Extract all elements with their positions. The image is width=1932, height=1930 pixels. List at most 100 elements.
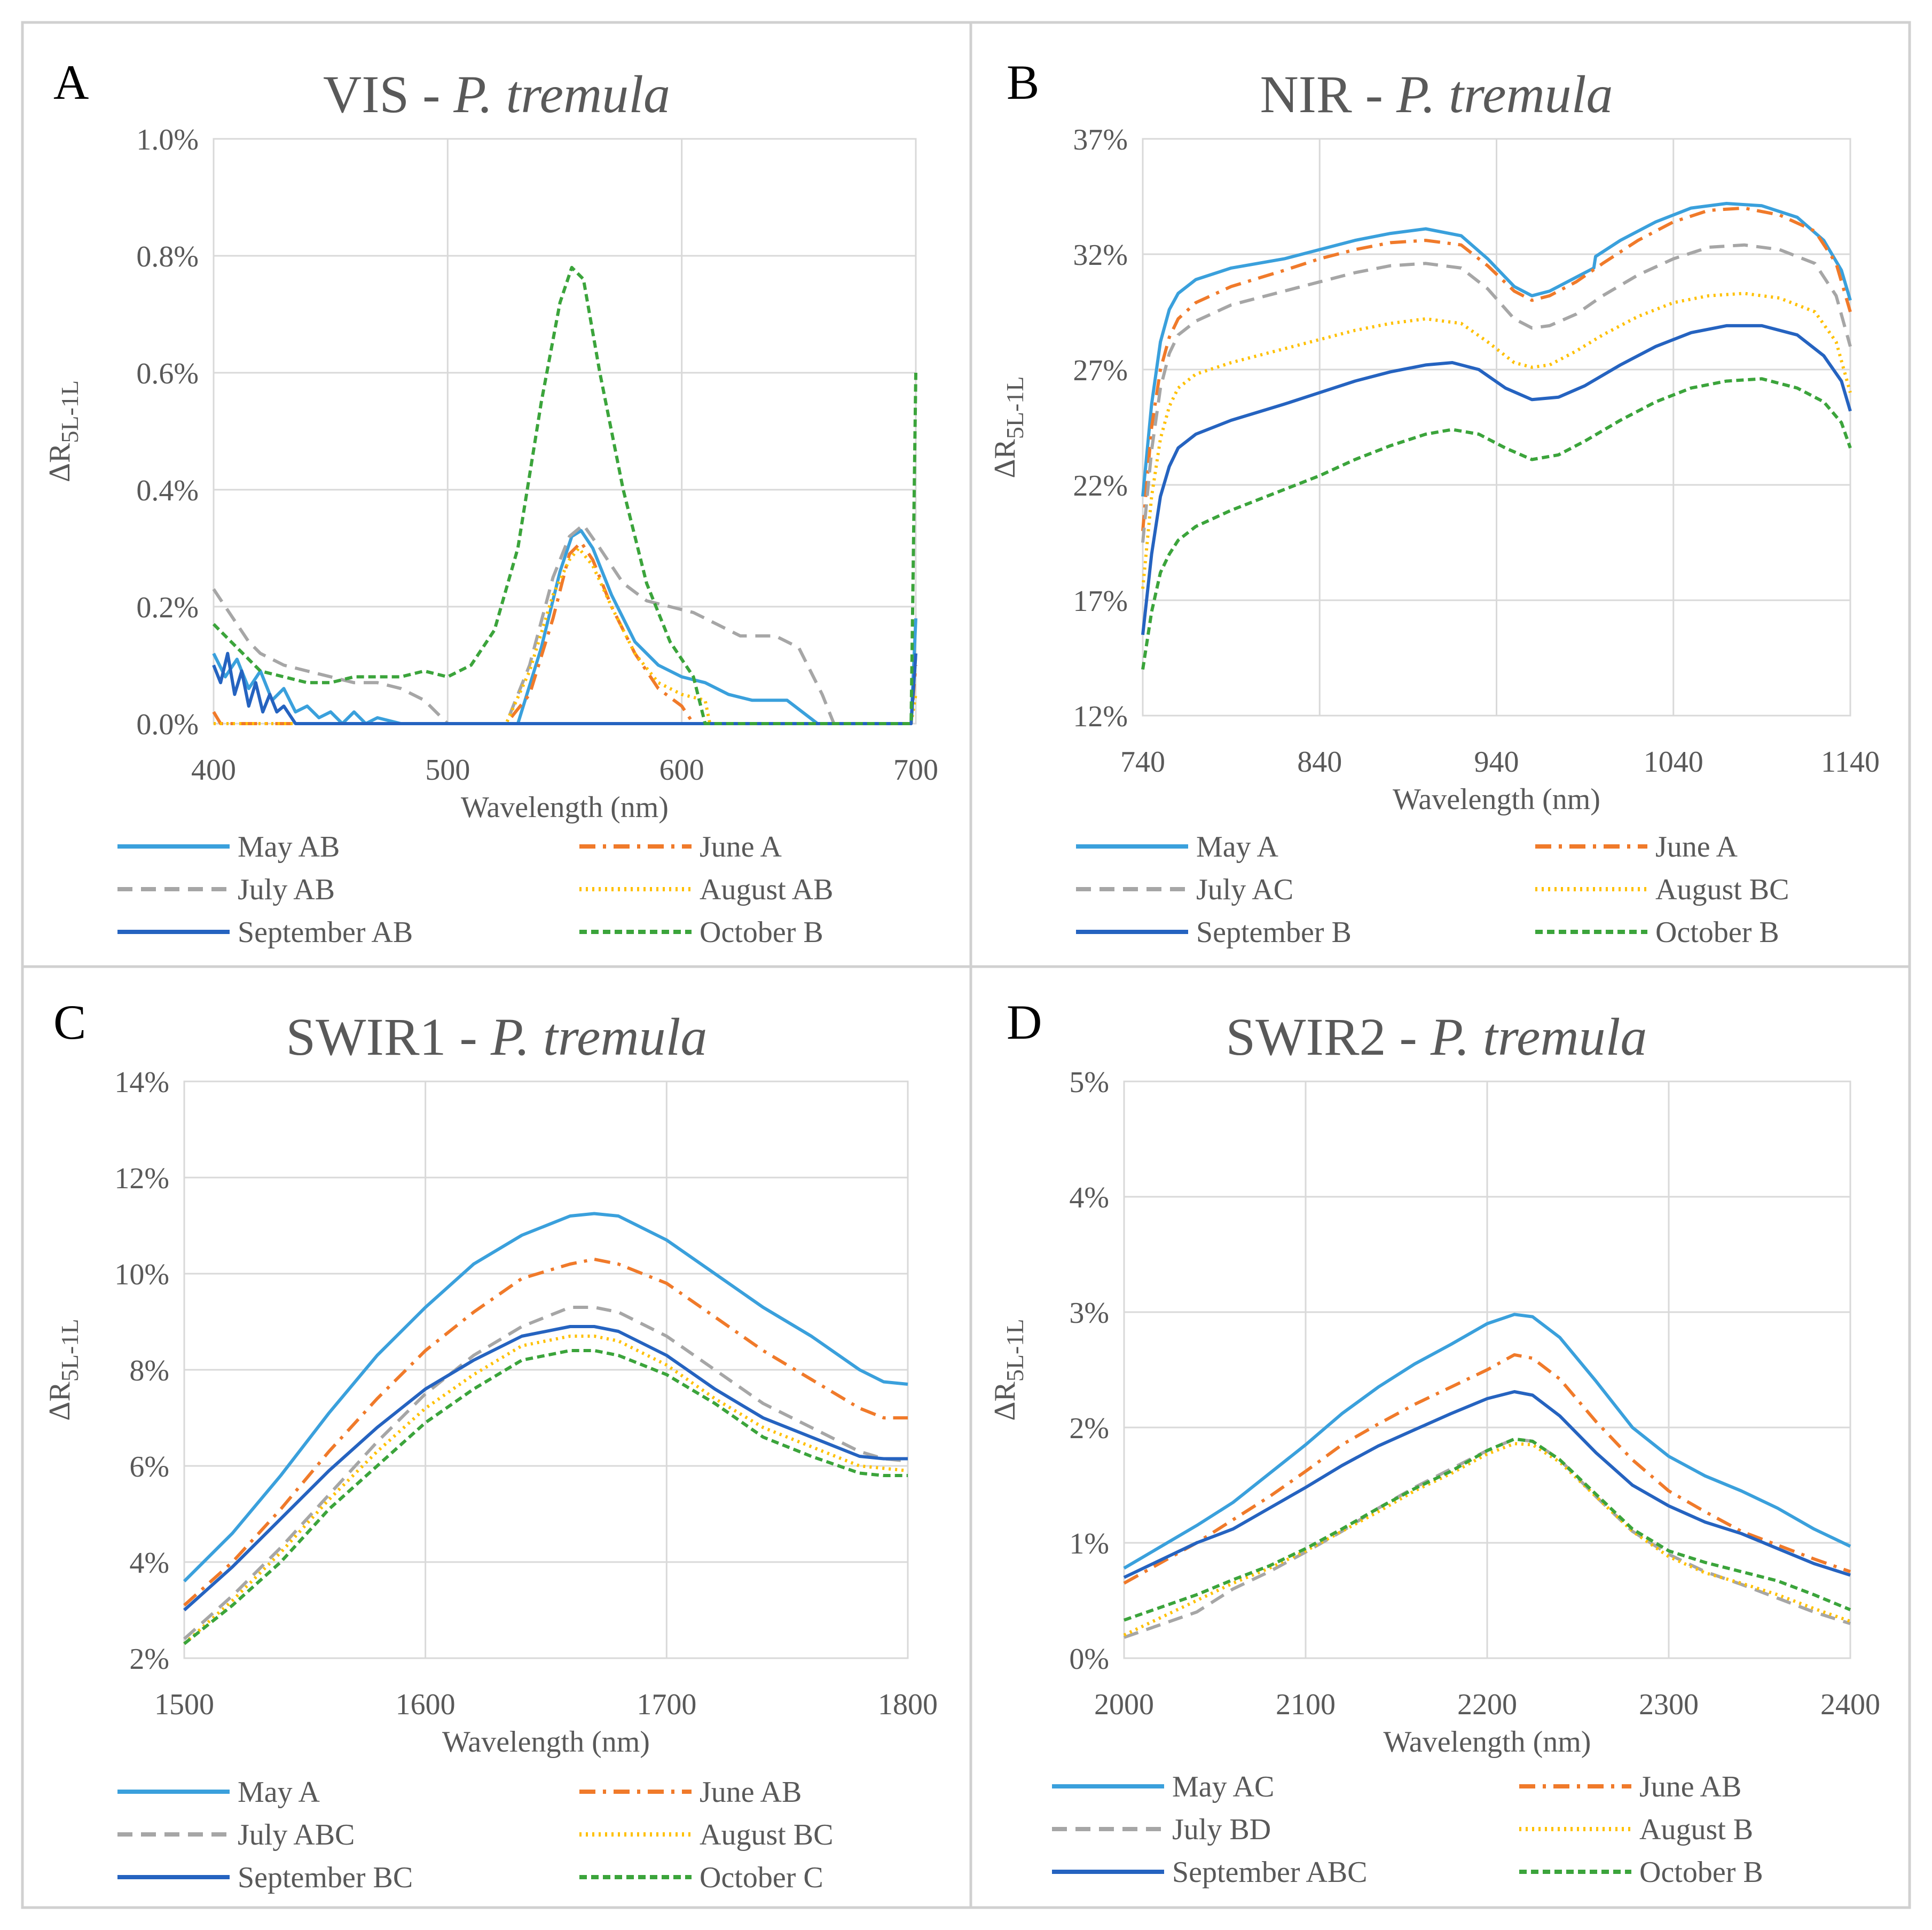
- y-tick-label: 6%: [129, 1450, 169, 1484]
- x-tick-label: 1140: [1821, 746, 1880, 779]
- series-line-august: [183, 1335, 908, 1645]
- panel-d: D SWIR2 - P. tremula 0% 1% 2% 3% 4% 5% 2000 2100 2…: [988, 995, 1880, 1889]
- y-tick-label: 37%: [1073, 123, 1128, 156]
- legend-label-september: September BC: [238, 1861, 413, 1894]
- chart-title: SWIR1 - P. tremula: [286, 1007, 708, 1066]
- series-line-may: [1123, 1313, 1851, 1570]
- legend-label-june: June A: [700, 830, 782, 864]
- legend-label-may: May A: [238, 1776, 320, 1809]
- y-axis-title-sub: 5L-1L: [56, 380, 83, 443]
- chart-title-species: P. tremula: [1430, 1007, 1647, 1066]
- y-tick-label: 2%: [129, 1643, 169, 1676]
- y-tick-label: 22%: [1073, 469, 1128, 503]
- x-axis-title: Wavelength (nm): [1384, 1725, 1591, 1759]
- legend-label-august: August BC: [700, 1818, 834, 1851]
- y-tick-label: 4%: [1069, 1181, 1109, 1214]
- y-axis-title: ΔR5L-1L: [988, 376, 1028, 478]
- x-tick-label: 2200: [1457, 1688, 1517, 1721]
- y-tick-label: 0.6%: [136, 357, 199, 390]
- x-tick-label: 2400: [1820, 1688, 1880, 1721]
- chart-title-band: NIR -: [1260, 65, 1396, 124]
- y-tick-label: 0.0%: [136, 708, 199, 741]
- legend-label-september: September AB: [238, 916, 413, 949]
- x-tick-label: 600: [659, 754, 704, 787]
- series-line-july: [212, 523, 917, 725]
- x-tick-label: 2100: [1276, 1688, 1336, 1721]
- legend-label-july: July AC: [1196, 873, 1293, 906]
- x-tick-label: 740: [1120, 746, 1165, 779]
- panel-letter: B: [1007, 55, 1039, 109]
- x-tick-label: 1040: [1644, 746, 1703, 779]
- chart-title: VIS - P. tremula: [323, 65, 670, 124]
- y-axis-title-sub: 5L-1L: [1001, 1319, 1028, 1382]
- series-line-october: [212, 265, 917, 725]
- series-line-september: [1141, 324, 1852, 636]
- x-tick-label: 2000: [1094, 1688, 1154, 1721]
- panel-c: C SWIR1 - P. tremula 2% 4% 6% 8% 10% 12% 14% 1500…: [43, 995, 938, 1894]
- y-tick-label: 0.2%: [136, 591, 199, 624]
- y-tick-label: 1.0%: [136, 123, 199, 156]
- panel-letter: C: [53, 995, 86, 1049]
- y-tick-label: 0.4%: [136, 474, 199, 507]
- x-tick-label: 2300: [1639, 1688, 1699, 1721]
- y-tick-label: 10%: [114, 1258, 169, 1291]
- x-axis-title: Wavelength (nm): [1393, 783, 1600, 816]
- series-line-august: [1123, 1442, 1851, 1637]
- series-line-june: [1123, 1353, 1851, 1585]
- x-axis-title: Wavelength (nm): [461, 791, 669, 824]
- x-tick-label: 1800: [878, 1688, 938, 1721]
- series-line-june: [1141, 206, 1852, 531]
- y-tick-label: 27%: [1073, 354, 1128, 387]
- y-tick-label: 12%: [114, 1162, 169, 1195]
- y-axis-title: ΔR5L-1L: [988, 1319, 1028, 1421]
- y-axis-title-main: ΔR: [43, 1381, 76, 1421]
- series-line-october: [183, 1349, 908, 1645]
- legend-label-october: October B: [1639, 1856, 1763, 1889]
- series-line-september: [212, 652, 917, 725]
- chart-title: SWIR2 - P. tremula: [1226, 1007, 1647, 1066]
- series-line-august: [1141, 292, 1852, 589]
- legend-label-june: June AB: [700, 1776, 802, 1809]
- plot-area: [1123, 1080, 1851, 1659]
- y-axis-title-sub: 5L-1L: [1001, 376, 1028, 440]
- y-tick-label: 0.8%: [136, 240, 199, 273]
- series-line-september: [1123, 1390, 1851, 1579]
- panel-letter: D: [1007, 995, 1042, 1049]
- chart-title-species: P. tremula: [1396, 65, 1613, 124]
- legend-label-may: May A: [1196, 830, 1279, 864]
- series-line-may: [1141, 202, 1852, 497]
- chart-title: NIR - P. tremula: [1260, 65, 1613, 124]
- chart-title-band: VIS -: [323, 65, 453, 124]
- y-tick-label: 14%: [114, 1066, 169, 1099]
- x-tick-label: 940: [1474, 746, 1519, 779]
- y-tick-label: 17%: [1073, 585, 1128, 618]
- legend-label-july: July AB: [238, 873, 335, 906]
- chart-title-species: P. tremula: [453, 65, 670, 124]
- y-axis-title: ΔR5L-1L: [43, 380, 83, 482]
- plot-area: [1142, 138, 1851, 717]
- legend-label-august: August BC: [1655, 873, 1789, 906]
- plot-area: [183, 1080, 909, 1659]
- chart-title-band: SWIR1 -: [286, 1007, 491, 1066]
- legend-label-july: July ABC: [238, 1818, 355, 1851]
- x-tick-label: 700: [893, 754, 938, 787]
- legend-label-september: September B: [1196, 916, 1352, 949]
- y-tick-label: 1%: [1069, 1527, 1109, 1560]
- panel-letter: A: [53, 55, 89, 109]
- y-axis-title-main: ΔR: [988, 438, 1022, 478]
- series-line-july: [1141, 243, 1852, 543]
- y-tick-label: 5%: [1069, 1066, 1109, 1099]
- legend-label-august: August B: [1639, 1813, 1753, 1846]
- figure-frame: [21, 21, 1911, 1909]
- y-axis-title-sub: 5L-1L: [56, 1319, 83, 1382]
- x-axis-title: Wavelength (nm): [442, 1725, 650, 1759]
- series-line-august: [214, 546, 917, 725]
- panel-a: A VIS - P. tremula 0.0% 0.2% 0.4% 0.6% 0.8% 1.0…: [43, 55, 938, 949]
- outer-border: [21, 21, 1911, 1909]
- y-axis-title: ΔR5L-1L: [43, 1319, 83, 1421]
- legend-label-october: October B: [1655, 916, 1779, 949]
- legend-label-june: June AB: [1639, 1770, 1741, 1803]
- series-line-june: [212, 540, 917, 725]
- series-line-july: [1124, 1437, 1851, 1639]
